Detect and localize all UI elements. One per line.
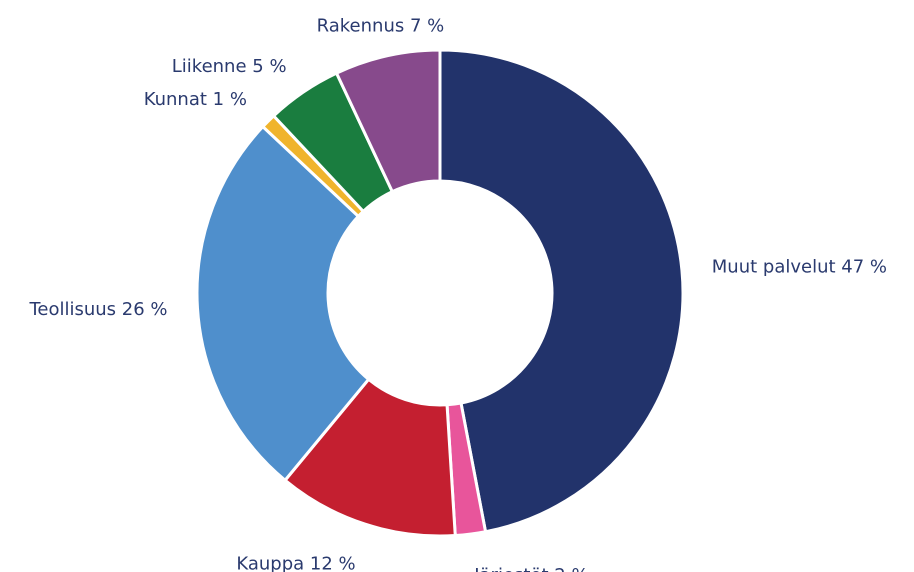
slice-label: Teollisuus 26 % [28,299,167,320]
slice-name: Muut palvelut [712,256,836,277]
slice-name: Teollisuus [28,299,116,320]
slice-label: Kauppa 12 % [236,554,355,572]
slice-label: Muut palvelut 47 % [712,256,887,277]
slice-name: Rakennus [317,16,405,37]
donut-slice [438,48,685,534]
slice-name: Järjestöt [473,565,548,572]
slice-label: Järjestöt 2 % [473,565,588,572]
slice-label: Kunnat 1 % [144,89,247,110]
slice-value: 47 % [841,256,887,277]
slice-name: Kauppa [236,554,304,572]
slice-value: 7 % [410,16,444,37]
slice-label: Liikenne 5 % [172,56,287,77]
slice-value: 5 % [252,56,286,77]
slice-value: 26 % [122,299,168,320]
slice-name: Liikenne [172,56,247,77]
slice-name: Kunnat [144,89,207,110]
slice-label: Rakennus 7 % [317,16,445,37]
slice-value: 2 % [554,565,588,572]
donut-slice [282,377,457,538]
slice-value: 12 % [310,554,356,572]
donut-slice [334,48,442,194]
donut-slice [195,124,371,483]
slice-value: 1 % [213,89,247,110]
